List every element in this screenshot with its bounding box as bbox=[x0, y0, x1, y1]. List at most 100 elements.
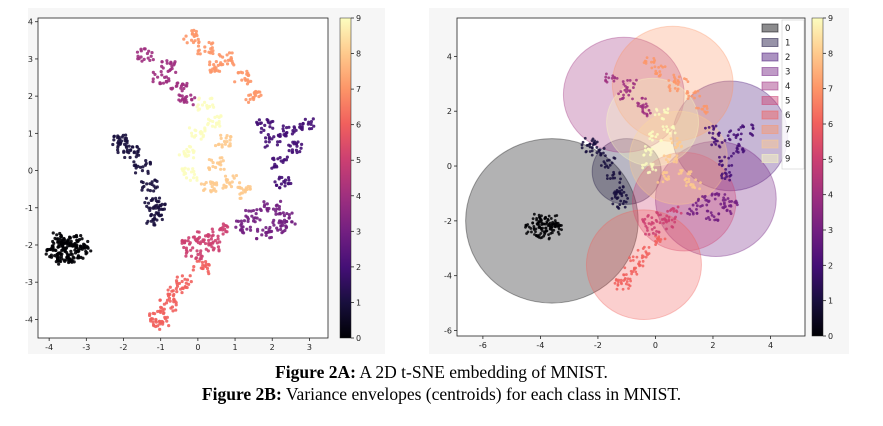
chart-a-point bbox=[197, 96, 201, 100]
chart-b-point bbox=[644, 102, 648, 106]
chart-a-point bbox=[149, 54, 153, 58]
chart-b-point bbox=[730, 154, 733, 158]
chart-a-point bbox=[171, 309, 175, 313]
chart-a-point bbox=[269, 235, 274, 240]
chart-b-point bbox=[707, 125, 711, 129]
chart-b-point bbox=[675, 158, 679, 161]
chart-b-colorbar-tick-label: 9 bbox=[828, 14, 833, 23]
chart-b-point bbox=[728, 130, 731, 134]
chart-b-point bbox=[686, 97, 690, 101]
chart-a-point bbox=[79, 255, 83, 259]
chart-a-point bbox=[45, 248, 49, 252]
chart-a-point bbox=[191, 40, 196, 45]
chart-a-point bbox=[281, 230, 285, 234]
chart-a-point bbox=[185, 147, 189, 152]
chart-a-point bbox=[161, 311, 166, 316]
chart-a-point bbox=[213, 68, 218, 72]
chart-a-point bbox=[55, 233, 59, 237]
chart-b-series-7 bbox=[642, 56, 709, 115]
chart-a-point bbox=[162, 302, 166, 306]
chart-a-point bbox=[189, 38, 194, 42]
chart-a-point bbox=[277, 205, 281, 209]
chart-b-point bbox=[654, 239, 657, 243]
chart-a-point bbox=[145, 51, 150, 56]
chart-a-point bbox=[158, 298, 162, 302]
chart-a-point bbox=[244, 188, 248, 192]
chart-a-x-tick-label: -3 bbox=[82, 343, 90, 352]
chart-a-point bbox=[249, 209, 253, 213]
chart-b-point bbox=[716, 132, 720, 136]
chart-a-point bbox=[230, 180, 234, 184]
chart-b-point bbox=[608, 177, 612, 180]
chart-a-point bbox=[271, 119, 275, 124]
chart-b-point bbox=[654, 135, 658, 139]
chart-a-series-8 bbox=[199, 133, 252, 200]
chart-b-point bbox=[626, 85, 629, 89]
chart-a-point bbox=[207, 263, 211, 267]
chart-b-point bbox=[670, 218, 674, 222]
chart-b-point bbox=[535, 222, 539, 226]
chart-a-point bbox=[228, 134, 233, 139]
chart-a-colorbar-tick-label: 3 bbox=[356, 227, 361, 236]
chart-a-point bbox=[247, 209, 251, 213]
chart-a-point bbox=[270, 166, 274, 170]
chart-b-point bbox=[610, 76, 614, 80]
chart-a-point bbox=[150, 316, 154, 321]
chart-a-point bbox=[255, 121, 260, 125]
chart-b-point bbox=[620, 194, 624, 198]
chart-b-point bbox=[728, 174, 732, 178]
chart-a-point bbox=[118, 142, 122, 146]
chart-b-point bbox=[537, 213, 541, 217]
legend-swatch-4 bbox=[761, 81, 779, 91]
chart-b-point bbox=[593, 142, 597, 146]
chart-b-point bbox=[717, 212, 721, 216]
chart-a-point bbox=[188, 178, 193, 182]
chart-b-point bbox=[728, 178, 732, 182]
chart-a-point bbox=[163, 75, 167, 79]
chart-a-point bbox=[306, 122, 310, 126]
chart-b-point bbox=[658, 70, 662, 73]
chart-b-point bbox=[524, 224, 528, 228]
chart-a-point bbox=[209, 182, 213, 186]
chart-b-point bbox=[719, 202, 723, 206]
chart-a-point bbox=[154, 196, 158, 200]
chart-a-point bbox=[77, 248, 81, 253]
chart-b-point bbox=[640, 254, 644, 258]
chart-a-point bbox=[225, 134, 229, 138]
chart-b-point bbox=[705, 107, 709, 110]
legend-label-0: 0 bbox=[785, 24, 790, 34]
chart-a-series-0 bbox=[44, 231, 93, 266]
chart-a-series-1 bbox=[111, 133, 167, 227]
chart-b-point bbox=[676, 83, 680, 86]
chart-a-point bbox=[214, 59, 218, 64]
chart-a-point bbox=[240, 78, 244, 82]
chart-b-point bbox=[675, 136, 679, 140]
chart-a-point bbox=[158, 309, 162, 313]
chart-a-point bbox=[206, 249, 210, 253]
chart-a-point bbox=[124, 133, 128, 137]
chart-a-point bbox=[58, 231, 62, 236]
chart-a-point bbox=[292, 126, 297, 130]
chart-b-point bbox=[723, 205, 726, 209]
chart-b-point bbox=[712, 140, 716, 144]
chart-b-point bbox=[723, 177, 727, 180]
chart-a-point bbox=[184, 246, 189, 250]
chart-b-point bbox=[663, 65, 667, 69]
chart-a-point bbox=[124, 136, 129, 140]
chart-a-point bbox=[245, 69, 249, 74]
chart-a-point bbox=[217, 248, 221, 252]
chart-b-y-tick-label: 4 bbox=[447, 52, 452, 61]
chart-b-point bbox=[676, 79, 680, 83]
chart-b-point bbox=[627, 287, 630, 290]
chart-a-colorbar-tick-label: 5 bbox=[356, 156, 361, 165]
chart-b-point bbox=[619, 199, 623, 203]
chart-a-point bbox=[165, 80, 169, 84]
chart-a-point bbox=[134, 166, 138, 170]
chart-a-point bbox=[61, 247, 65, 252]
chart-b-point bbox=[751, 124, 755, 127]
chart-b-point bbox=[698, 94, 702, 98]
chart-b-y-tick-label: -6 bbox=[444, 327, 452, 336]
chart-b-point bbox=[643, 148, 647, 152]
figure: -4 -3 -2 -1 0 1 2 3 -4 -3 -2 -1 0 1 2 3 4 0 1 2 3 4 5 6 7 8 9 -6… bbox=[25, 14, 834, 352]
chart-a-point bbox=[141, 180, 145, 185]
